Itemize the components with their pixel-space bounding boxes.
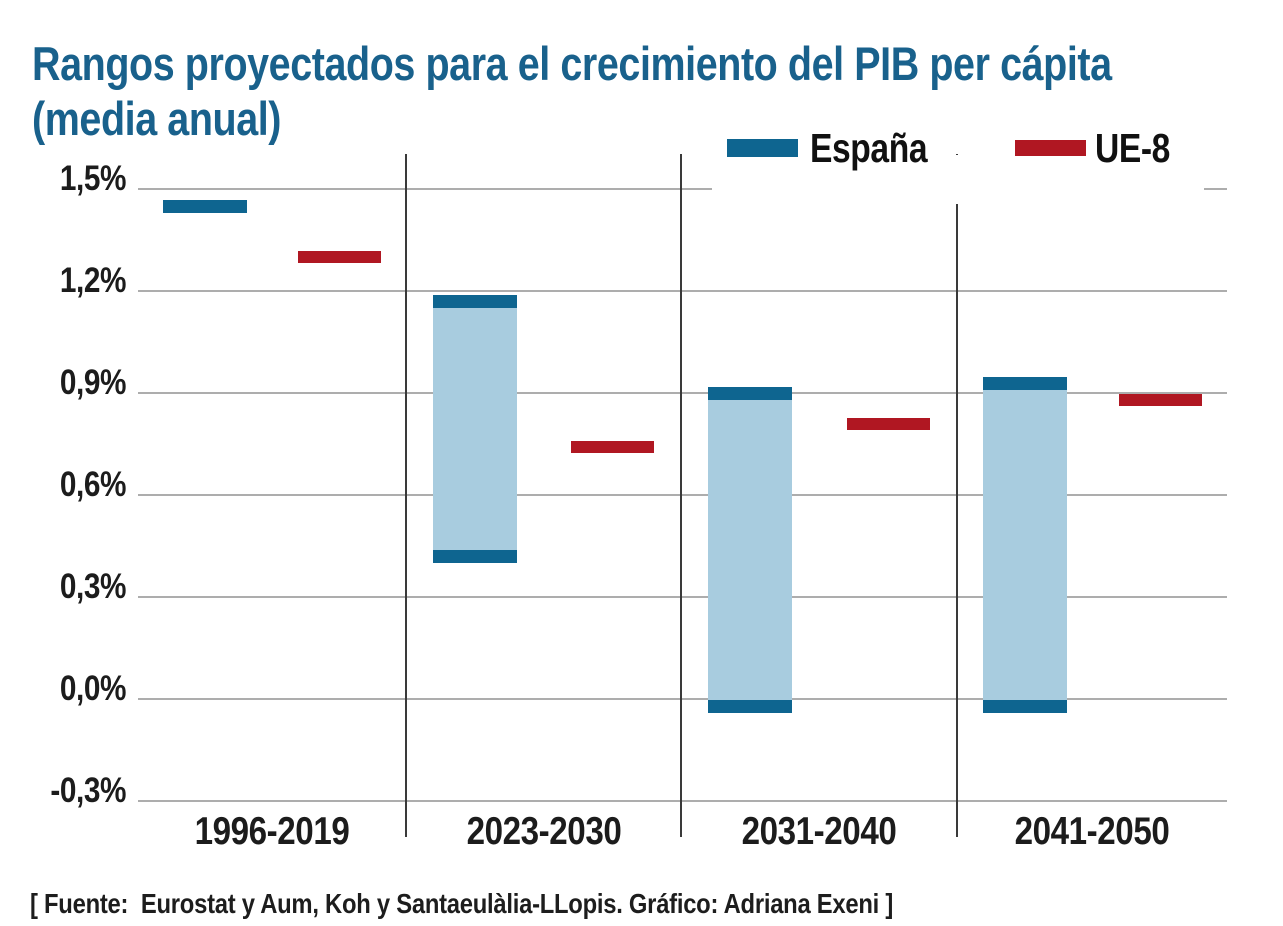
category-separator	[405, 154, 407, 837]
espana-range-high-cap	[432, 295, 517, 309]
gridline	[138, 494, 1227, 496]
category-separator	[956, 154, 958, 837]
y-tick-label: 1,2%	[59, 261, 127, 300]
x-tick-label: 2031-2040	[741, 810, 897, 853]
espana-range-high-cap	[708, 387, 792, 400]
espana-range-high-cap	[163, 200, 247, 213]
legend-label-ue8: UE-8	[1095, 125, 1170, 171]
ue8-dash	[847, 417, 930, 430]
ue8-dash	[298, 251, 381, 263]
y-tick-label: 0,6%	[59, 465, 127, 504]
ue8-dash	[1118, 393, 1202, 406]
chart-title: Rangos proyectados para el crecimiento d…	[32, 37, 1112, 146]
x-tick-label: 2023-2030	[466, 810, 621, 853]
x-tick-label: 1996-2019	[194, 810, 350, 853]
gridline	[138, 800, 1227, 802]
espana-range-low-cap	[432, 550, 517, 564]
espana-range-fill	[708, 400, 792, 700]
legend-swatch-ue8-icon	[1015, 140, 1086, 156]
y-tick-label: 1,5%	[59, 159, 127, 198]
legend-label-espana: España	[810, 125, 928, 171]
espana-range-fill	[432, 308, 517, 551]
y-tick-label: 0,3%	[59, 567, 127, 606]
espana-range-high-cap	[982, 376, 1067, 390]
y-tick-label: 0,9%	[59, 363, 127, 402]
gridline	[138, 596, 1227, 598]
espana-range-fill	[982, 389, 1067, 700]
x-tick-label: 2041-2050	[1014, 810, 1170, 853]
gridline	[138, 698, 1227, 700]
gridline	[138, 188, 1227, 190]
espana-range-low-cap	[982, 699, 1067, 713]
legend-background	[712, 155, 1204, 204]
gridline	[138, 392, 1227, 394]
category-separator	[680, 154, 682, 837]
gridline	[138, 290, 1227, 292]
legend-swatch-espana-icon	[727, 139, 798, 157]
ue8-dash	[571, 441, 655, 454]
y-tick-label: -0,3%	[50, 771, 126, 810]
espana-range-low-cap	[708, 699, 792, 713]
y-tick-label: 0,0%	[59, 669, 127, 708]
source-note: [ Fuente: Eurostat y Aum, Koh y Santaeul…	[30, 888, 894, 919]
